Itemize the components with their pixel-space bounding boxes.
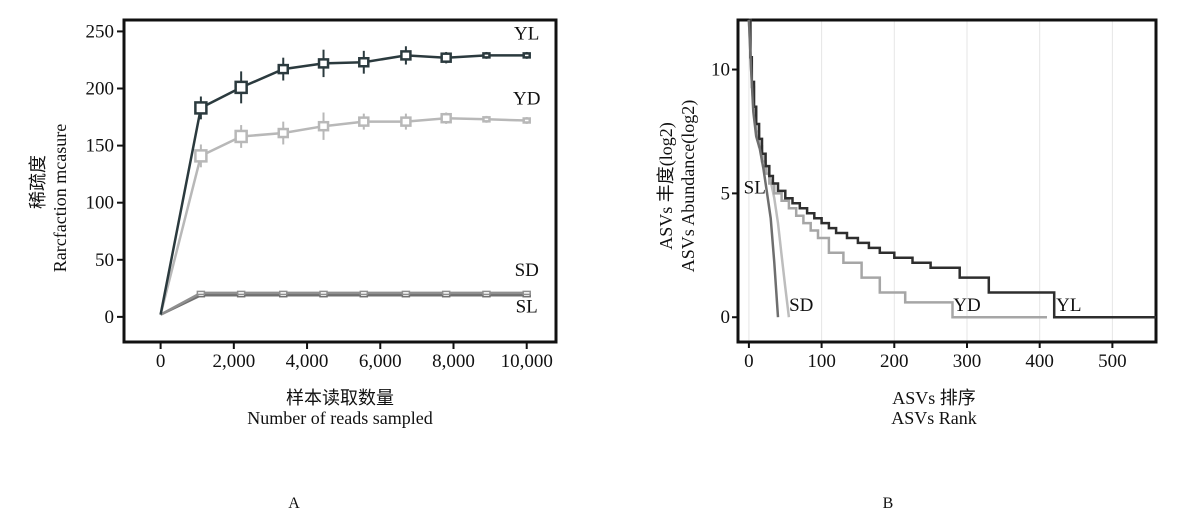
chart-a-ylabel: Rarcfaction mcasure bbox=[50, 124, 70, 272]
point-yl bbox=[317, 58, 330, 69]
point-yd bbox=[194, 149, 208, 163]
series-line-yl bbox=[159, 54, 527, 315]
chart-a: 0 2,000 4,000 6,000 8,000 10,000 0 50 100 150 200 2… bbox=[28, 18, 558, 512]
series-line-sd bbox=[160, 291, 527, 316]
rank-label-yd: YD bbox=[953, 295, 980, 316]
point-sd bbox=[359, 290, 369, 296]
chart-b: 0 100 200 300 400 500 0 5 10 SL SD YD YL ASVs 丰度(lo… bbox=[656, 18, 1158, 512]
point-sd bbox=[196, 290, 206, 296]
chart-a-xtick-label: 2,000 bbox=[212, 351, 255, 372]
point-sd bbox=[482, 290, 491, 296]
chart-b-xlabel-cn: ASVs 排序 bbox=[892, 388, 976, 408]
point-sd bbox=[236, 290, 246, 296]
chart-b-xtick-label: 500 bbox=[1098, 351, 1127, 372]
point-yd bbox=[440, 112, 452, 124]
point-yl bbox=[358, 56, 370, 68]
chart-a-ytick-label: 250 bbox=[86, 21, 115, 42]
chart-a-ylabel-cn: 稀疏度 bbox=[28, 155, 48, 209]
point-yd bbox=[234, 129, 248, 144]
series-line-sl bbox=[160, 293, 527, 316]
point-sd bbox=[441, 290, 451, 296]
chart-a-xtick-label: 10,000 bbox=[501, 351, 553, 372]
point-yl bbox=[234, 80, 248, 95]
chart-b-ytick-label: 10 bbox=[711, 60, 730, 81]
point-yd bbox=[358, 116, 370, 127]
point-yl bbox=[400, 50, 412, 61]
rank-label-sd: SD bbox=[789, 295, 813, 316]
chart-b-xlabel: ASVs Rank bbox=[891, 408, 977, 428]
chart-b-xtick-label: 300 bbox=[953, 351, 982, 372]
point-yd bbox=[277, 127, 290, 139]
chart-a-ytick-label: 0 bbox=[105, 307, 115, 328]
chart-a-ytick-label: 50 bbox=[95, 250, 114, 271]
chart-b-ylabel: ASVs Abundance(log2) bbox=[678, 100, 699, 272]
point-sd bbox=[401, 290, 411, 296]
chart-b-xtick-label: 100 bbox=[807, 351, 836, 372]
point-sd bbox=[319, 290, 328, 296]
chart-a-ytick-label: 200 bbox=[86, 79, 115, 100]
chart-a-ytick-label: 150 bbox=[86, 136, 115, 157]
point-yl bbox=[482, 52, 491, 59]
point-yl bbox=[440, 52, 452, 63]
rank-line-sl bbox=[747, 19, 780, 318]
point-yl bbox=[194, 101, 208, 115]
point-yd bbox=[400, 116, 412, 127]
chart-a-ytick-label: 100 bbox=[86, 193, 115, 214]
chart-a-xlabel: Number of reads sampled bbox=[247, 408, 432, 428]
point-sd bbox=[279, 290, 288, 296]
series-label-yl: YL bbox=[514, 23, 539, 44]
chart-a-frame bbox=[122, 18, 558, 344]
point-sd bbox=[522, 290, 531, 296]
chart-b-xtick-label: 0 bbox=[744, 351, 754, 372]
chart-a-xtick-label: 8,000 bbox=[432, 351, 475, 372]
point-yd bbox=[522, 117, 531, 124]
rank-label-yl: YL bbox=[1056, 295, 1081, 316]
point-yl bbox=[277, 63, 290, 75]
rank-label-sl: SL bbox=[744, 177, 766, 198]
series-label-sl: SL bbox=[516, 296, 538, 317]
chart-b-ytick-label: 0 bbox=[721, 307, 731, 328]
panel-label-b: B bbox=[883, 495, 894, 512]
chart-a-xtick-label: 0 bbox=[156, 351, 166, 372]
point-yd bbox=[317, 120, 330, 132]
chart-b-xtick-label: 200 bbox=[880, 351, 909, 372]
chart-a-xlabel-cn: 样本读取数量 bbox=[286, 388, 394, 408]
chart-a-xtick-label: 4,000 bbox=[286, 351, 329, 372]
series-label-yd: YD bbox=[513, 88, 540, 109]
chart-a-xtick-label: 6,000 bbox=[359, 351, 402, 372]
chart-b-xtick-label: 400 bbox=[1025, 351, 1054, 372]
chart-b-frame bbox=[736, 18, 1158, 344]
rank-line-yl bbox=[748, 18, 1156, 319]
chart-b-ytick-label: 5 bbox=[721, 183, 731, 204]
panel-label-a: A bbox=[288, 495, 300, 512]
point-yl bbox=[522, 52, 531, 59]
series-label-sd: SD bbox=[515, 260, 539, 281]
series-line-yd bbox=[159, 116, 527, 315]
rank-line-yd bbox=[748, 18, 1047, 319]
point-yd bbox=[482, 116, 491, 123]
chart-b-ylabel-cn: ASVs 丰度(log2) bbox=[656, 122, 677, 250]
